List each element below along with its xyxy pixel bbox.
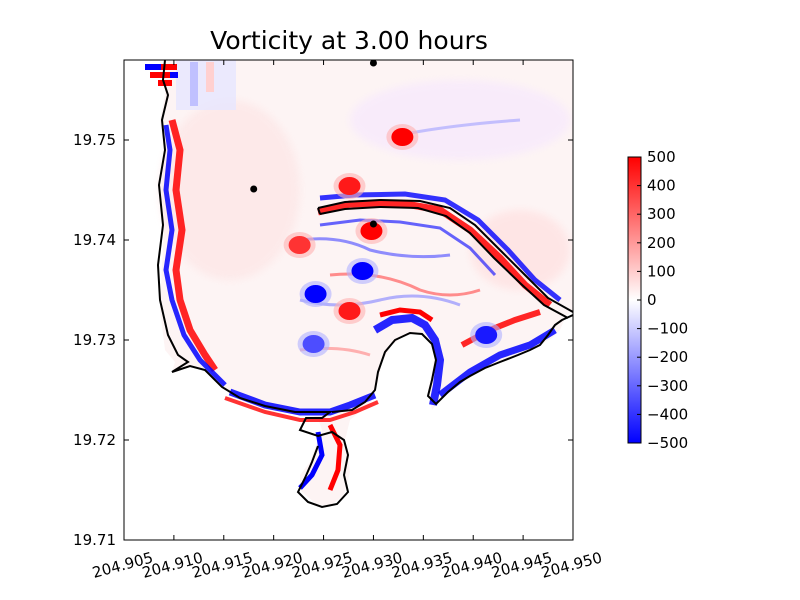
colorbar-tick-label: 300 xyxy=(647,205,676,223)
eddy xyxy=(338,177,361,195)
colorbar-tick-label: 200 xyxy=(647,234,676,252)
colorbar-tick-label: −500 xyxy=(647,434,688,452)
eddy xyxy=(360,222,383,240)
shore-band-blue xyxy=(437,326,557,398)
edge-cell xyxy=(161,64,177,70)
station-marker xyxy=(250,185,258,193)
y-tick-label: 19.75 xyxy=(73,131,116,149)
field-patch xyxy=(470,210,570,290)
eddy xyxy=(475,326,498,344)
coastline xyxy=(156,60,350,509)
colorbar-ticks: 500 400 300 200 100 0 −100 −200 −300 −400 −500 xyxy=(637,148,688,452)
breakwater-band-red xyxy=(317,199,553,308)
eddy xyxy=(391,128,414,146)
eddy xyxy=(302,335,325,353)
station-marker xyxy=(369,220,377,228)
chart-title: Vorticity at 3.00 hours xyxy=(210,26,488,55)
breakwater xyxy=(319,205,569,319)
y-axis: 19.71 19.72 19.73 19.74 19.75 xyxy=(73,131,573,549)
eddy xyxy=(338,302,361,320)
field-patch xyxy=(206,62,214,92)
marker-layer xyxy=(250,59,377,228)
shore-band-blue xyxy=(298,431,325,490)
breakwater-band-blue xyxy=(319,191,562,302)
eddy xyxy=(288,236,311,254)
edge-cell xyxy=(150,72,170,78)
y-tick-label: 19.72 xyxy=(73,431,116,449)
colorbar-tick-label: 400 xyxy=(647,177,676,195)
eddy-layer xyxy=(283,124,503,357)
colorbar-tick-label: −300 xyxy=(647,377,688,395)
field-patch xyxy=(160,100,300,280)
x-axis: 204.905204.910204.915204.920204.925204.9… xyxy=(90,60,604,582)
shore-band-red xyxy=(224,396,379,422)
colorbar-tick-label: 500 xyxy=(647,148,676,166)
colorbar-tick-label: −200 xyxy=(647,348,688,366)
edge-cell xyxy=(170,72,178,78)
coastline xyxy=(331,314,573,413)
y-tick-label: 19.74 xyxy=(73,231,116,249)
shore-band-blue xyxy=(372,313,445,406)
breakwater-band-blue xyxy=(319,218,497,277)
shore-band-blue xyxy=(163,124,227,387)
colorbar-tick-label: 100 xyxy=(647,262,676,280)
plot-frame xyxy=(123,59,574,541)
breakwater xyxy=(317,207,321,215)
colorbar-tick-label: 0 xyxy=(647,291,657,309)
y-tick-label: 19.73 xyxy=(73,331,116,349)
colorbar-tick-label: −100 xyxy=(647,320,688,338)
shore-band-red xyxy=(168,119,218,372)
colorbar-tick-label: −400 xyxy=(647,405,688,423)
breakwater xyxy=(317,198,573,313)
vorticity-field xyxy=(145,60,573,509)
eddy xyxy=(351,262,374,280)
wake-filament xyxy=(299,237,451,259)
field-patch xyxy=(350,80,570,160)
y-tick-label: 19.71 xyxy=(73,531,116,549)
field-patch xyxy=(190,62,198,106)
eddy xyxy=(304,285,327,303)
edge-cell xyxy=(145,64,161,70)
shore-band-red xyxy=(379,307,434,323)
